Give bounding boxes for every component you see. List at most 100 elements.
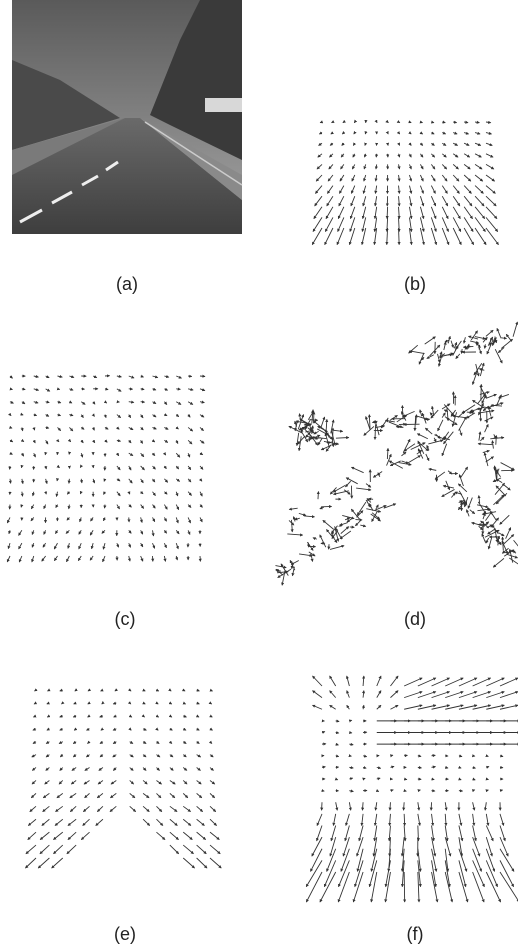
flow-vector bbox=[56, 806, 63, 811]
flow-vector bbox=[349, 778, 352, 779]
flow-vector bbox=[320, 872, 336, 902]
flow-vector bbox=[490, 437, 504, 438]
flow-vector bbox=[343, 122, 344, 123]
flow-vector bbox=[143, 755, 146, 757]
flow-vector bbox=[409, 122, 411, 123]
flow-vector bbox=[68, 819, 76, 825]
flow-vector bbox=[459, 814, 461, 826]
flow-vector bbox=[113, 703, 116, 704]
flow-vector bbox=[386, 860, 391, 886]
flow-vector bbox=[488, 529, 496, 534]
flow-vector bbox=[485, 424, 489, 432]
flow-vector bbox=[487, 394, 497, 398]
flow-vector bbox=[328, 175, 333, 181]
flow-vector bbox=[33, 492, 34, 496]
flow-vector bbox=[81, 479, 82, 483]
flow-vector bbox=[52, 858, 63, 868]
flow-vector bbox=[431, 207, 436, 219]
flow-vector bbox=[376, 164, 377, 169]
flow-vector bbox=[188, 530, 190, 534]
flow-vector bbox=[374, 837, 377, 856]
flow-vector bbox=[409, 196, 411, 206]
flow-vector bbox=[210, 793, 215, 797]
flow-vector bbox=[25, 858, 36, 868]
flow-vector bbox=[468, 498, 472, 509]
flow-vector bbox=[156, 690, 158, 691]
flow-vector bbox=[176, 466, 178, 469]
flow-vector bbox=[486, 849, 494, 872]
flow-vector bbox=[183, 806, 190, 811]
flow-vector bbox=[500, 338, 506, 339]
flow-vector bbox=[399, 133, 400, 134]
flow-vector bbox=[113, 729, 116, 730]
flow-vector bbox=[389, 814, 390, 826]
flow-vector bbox=[143, 703, 145, 704]
flow-vector bbox=[129, 479, 132, 483]
flow-vector bbox=[45, 780, 50, 784]
flow-vector bbox=[153, 440, 155, 442]
flow-vector bbox=[86, 755, 89, 757]
flow-vector bbox=[482, 534, 486, 543]
flow-vector bbox=[69, 415, 73, 416]
flow-vector bbox=[210, 819, 217, 825]
flow-vector bbox=[129, 556, 130, 561]
flow-vector bbox=[346, 814, 350, 826]
flow-vector bbox=[375, 814, 377, 826]
flow-vector bbox=[43, 543, 46, 547]
flow-vector bbox=[326, 207, 333, 219]
flow-vector bbox=[33, 742, 36, 744]
flow-vector bbox=[442, 143, 446, 145]
flow-vector bbox=[170, 819, 177, 825]
flow-vector bbox=[81, 402, 85, 405]
flow-vector bbox=[464, 122, 468, 123]
flow-vector bbox=[143, 742, 146, 744]
flow-vector bbox=[170, 845, 179, 854]
flow-vector bbox=[486, 790, 488, 791]
flow-vector bbox=[22, 453, 24, 456]
flow-vector bbox=[349, 767, 353, 768]
flow-vector bbox=[197, 780, 202, 784]
flow-vector bbox=[156, 819, 162, 825]
flow-vector bbox=[130, 690, 131, 691]
flow-vector bbox=[170, 768, 173, 771]
flow-vector bbox=[329, 164, 333, 169]
flow-vector bbox=[129, 543, 131, 547]
flow-vector bbox=[330, 676, 336, 686]
flow-vector bbox=[141, 466, 145, 470]
flow-vector bbox=[210, 742, 212, 744]
flow-vector bbox=[60, 690, 63, 691]
flow-vector bbox=[103, 517, 105, 520]
flow-vector bbox=[509, 558, 518, 567]
flow-vector bbox=[409, 186, 411, 194]
flow-vector bbox=[117, 440, 121, 441]
flow-vector bbox=[129, 427, 133, 429]
flow-vector bbox=[342, 515, 354, 518]
flow-vector bbox=[327, 186, 333, 194]
flow-vector bbox=[432, 849, 437, 872]
flow-vector bbox=[479, 432, 480, 441]
flow-vector bbox=[341, 154, 344, 157]
flow-vector bbox=[197, 742, 200, 744]
flow-vector bbox=[170, 742, 172, 744]
flow-vector bbox=[338, 872, 349, 902]
flow-vector bbox=[390, 691, 398, 698]
flow-vector bbox=[349, 744, 353, 745]
vector-fields bbox=[7, 122, 518, 902]
flow-vector bbox=[420, 410, 422, 417]
flow-vector bbox=[362, 814, 363, 826]
flow-vector bbox=[495, 466, 497, 479]
flow-vector bbox=[475, 196, 484, 206]
flow-vector bbox=[117, 453, 119, 456]
flow-vector bbox=[404, 779, 407, 780]
flow-vector bbox=[21, 505, 22, 508]
flow-vector bbox=[390, 790, 393, 791]
flow-vector bbox=[453, 154, 458, 157]
flow-vector bbox=[56, 505, 58, 508]
flow-vector bbox=[498, 533, 504, 536]
flow-vector bbox=[83, 806, 89, 811]
flow-vector bbox=[319, 143, 322, 145]
flow-vector bbox=[460, 429, 462, 436]
figure: (a) (b) (c) (d) (e) (f) bbox=[0, 0, 518, 949]
flow-vector bbox=[340, 523, 348, 526]
flow-vector bbox=[183, 793, 188, 797]
